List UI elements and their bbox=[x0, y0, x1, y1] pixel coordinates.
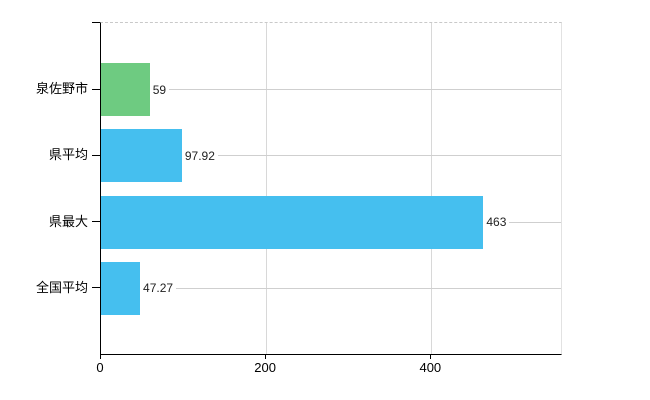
bar-row: 47.27 bbox=[101, 261, 561, 315]
bar-value-label: 97.92 bbox=[184, 148, 215, 163]
bar-value-label: 59 bbox=[152, 82, 167, 97]
gridline-horizontal bbox=[509, 221, 561, 223]
bar-row: 59 bbox=[101, 63, 561, 116]
plot-area: 59 97.92 463 47.27 bbox=[100, 22, 562, 355]
gridline-horizontal bbox=[169, 89, 561, 90]
y-tick bbox=[92, 154, 100, 156]
gridline-horizontal bbox=[176, 287, 561, 289]
gridline-vertical bbox=[431, 23, 433, 354]
x-tick bbox=[430, 354, 432, 359]
gridline-horizontal bbox=[217, 155, 561, 157]
y-tick bbox=[92, 221, 100, 223]
bar bbox=[101, 195, 484, 249]
x-tick-label: 200 bbox=[254, 360, 277, 375]
gridline-vertical bbox=[266, 23, 268, 354]
y-axis-top-tick bbox=[92, 22, 100, 23]
category-label: 県平均 bbox=[48, 147, 88, 163]
bar bbox=[101, 261, 141, 315]
x-tick-label: 400 bbox=[419, 360, 442, 375]
bar-row: 97.92 bbox=[101, 129, 561, 183]
y-tick bbox=[92, 88, 100, 90]
bar bbox=[101, 63, 150, 116]
bar bbox=[101, 129, 182, 183]
category-label: 県最大 bbox=[48, 213, 88, 229]
category-label: 全国平均 bbox=[35, 279, 88, 295]
bar-value-label: 463 bbox=[486, 215, 507, 230]
category-label: 泉佐野市 bbox=[35, 81, 88, 96]
x-tick-label: 0 bbox=[96, 360, 104, 375]
x-tick bbox=[100, 354, 101, 359]
y-tick bbox=[92, 287, 100, 289]
x-tick bbox=[265, 354, 267, 359]
bar-row: 463 bbox=[101, 195, 561, 249]
bar-value-label: 47.27 bbox=[143, 281, 174, 296]
